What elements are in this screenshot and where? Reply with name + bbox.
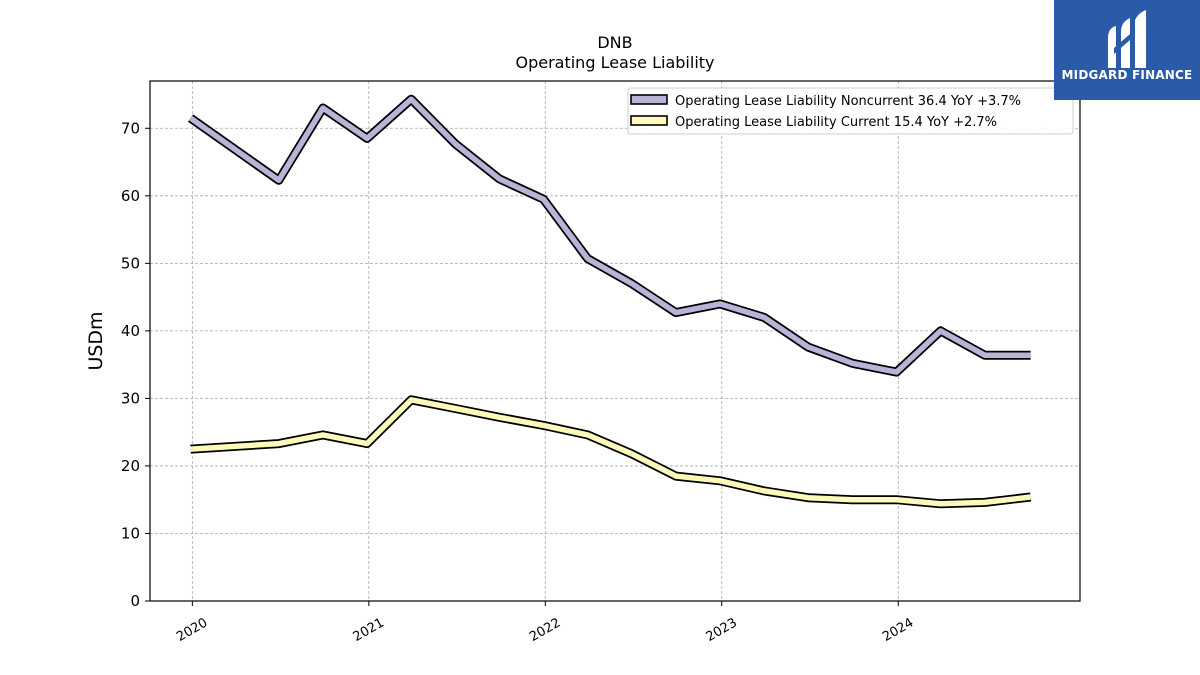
grid bbox=[150, 81, 1080, 601]
legend-swatch-noncurrent bbox=[630, 94, 668, 105]
x-tick-label: 2022 bbox=[527, 615, 563, 645]
x-tick-label: 2023 bbox=[704, 615, 740, 645]
x-tick-label: 2021 bbox=[351, 615, 387, 645]
y-tick-label: 60 bbox=[121, 187, 140, 205]
chart-subtitle: Operating Lease Liability bbox=[515, 53, 714, 72]
y-tick-label: 40 bbox=[121, 322, 140, 340]
y-tick-label: 70 bbox=[121, 119, 140, 137]
x-tick-label: 2020 bbox=[174, 615, 210, 645]
x-tick-label: 2024 bbox=[880, 615, 916, 645]
y-tick-label: 0 bbox=[130, 592, 140, 610]
y-axis: 0 10 20 30 40 50 60 70 bbox=[121, 119, 150, 610]
legend-box bbox=[627, 87, 1074, 135]
logo-mark-icon bbox=[1108, 10, 1146, 68]
legend: Operating Lease Liability Noncurrent 36.… bbox=[627, 87, 1074, 135]
series-line-1 bbox=[190, 397, 1031, 507]
legend-label-current: Operating Lease Liability Current 15.4 Y… bbox=[675, 115, 997, 130]
y-tick-label: 30 bbox=[121, 389, 140, 407]
series-lines bbox=[188, 94, 1032, 509]
y-tick-label: 20 bbox=[121, 457, 140, 475]
legend-swatch-current bbox=[630, 115, 668, 126]
y-tick-label: 50 bbox=[121, 254, 140, 272]
x-axis: 2020 2021 2022 2023 2024 bbox=[174, 601, 916, 645]
y-axis-label: USDm bbox=[85, 311, 107, 370]
y-tick-label: 10 bbox=[121, 524, 140, 542]
legend-label-noncurrent: Operating Lease Liability Noncurrent 36.… bbox=[675, 94, 1021, 109]
chart-title: DNB bbox=[597, 33, 632, 52]
plot-area-frame bbox=[149, 80, 1081, 602]
series-line-0 bbox=[189, 96, 1031, 375]
midgard-finance-logo: MIDGARD FINANCE bbox=[1054, 0, 1200, 100]
logo-text: MIDGARD FINANCE bbox=[1061, 68, 1193, 82]
series-outline-1 bbox=[190, 395, 1032, 509]
